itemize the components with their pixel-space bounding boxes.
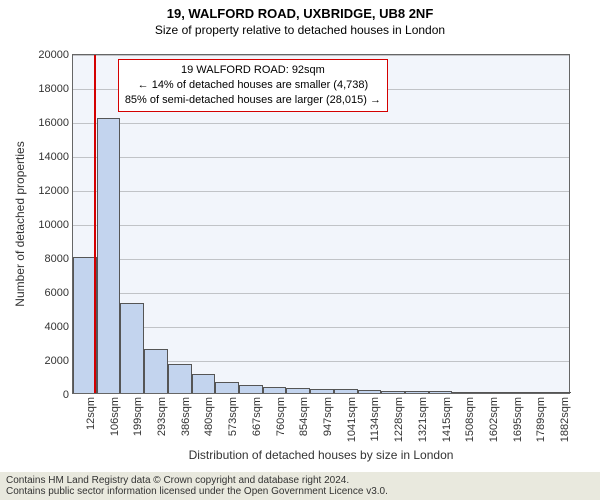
xtick-label: 1508sqm <box>464 397 476 442</box>
xtick-label: 573sqm <box>227 397 239 436</box>
xtick-label: 1789sqm <box>535 397 547 442</box>
histogram-bar <box>263 387 287 393</box>
page-subtitle: Size of property relative to detached ho… <box>0 21 600 37</box>
xtick-label: 947sqm <box>322 397 334 436</box>
xtick-label: 1228sqm <box>393 397 405 442</box>
histogram-bar <box>144 349 168 393</box>
xtick-label: 106sqm <box>109 397 121 436</box>
gridline-h <box>73 327 569 328</box>
gridline-h <box>73 55 569 56</box>
histogram-bar <box>310 389 334 393</box>
gridline-h <box>73 259 569 260</box>
gridline-h <box>73 157 569 158</box>
xtick-label: 667sqm <box>251 397 263 436</box>
gridline-h <box>73 123 569 124</box>
xtick-label: 1415sqm <box>441 397 453 442</box>
xtick-label: 386sqm <box>180 397 192 436</box>
histogram-bar <box>500 392 524 393</box>
xtick-label: 854sqm <box>298 397 310 436</box>
ytick-label: 10000 <box>38 219 73 231</box>
annotation-line: 19 WALFORD ROAD: 92sqm <box>125 63 381 78</box>
footer-line: Contains public sector information licen… <box>6 486 594 497</box>
histogram-bar <box>192 374 216 393</box>
histogram-bar <box>286 388 310 393</box>
ytick-label: 0 <box>63 389 73 401</box>
gridline-h <box>73 191 569 192</box>
histogram-bar <box>405 391 429 393</box>
page-title: 19, WALFORD ROAD, UXBRIDGE, UB8 2NF <box>0 0 600 21</box>
ytick-label: 6000 <box>45 287 73 299</box>
gridline-h <box>73 225 569 226</box>
xtick-label: 12sqm <box>85 397 97 430</box>
xtick-label: 1695sqm <box>512 397 524 442</box>
ytick-label: 8000 <box>45 253 73 265</box>
xtick-label: 293sqm <box>156 397 168 436</box>
ytick-label: 14000 <box>38 151 73 163</box>
histogram-bar <box>120 303 144 393</box>
ytick-label: 18000 <box>38 83 73 95</box>
y-axis-label: Number of detached properties <box>13 141 27 306</box>
histogram-bar <box>97 118 121 393</box>
histogram-bar <box>547 392 571 393</box>
annotation-line: 85% of semi-detached houses are larger (… <box>125 93 381 108</box>
ytick-label: 20000 <box>38 49 73 61</box>
xtick-label: 1602sqm <box>488 397 500 442</box>
histogram-bar <box>73 257 97 393</box>
histogram-bar <box>381 391 405 393</box>
histogram-plot: 0200040006000800010000120001400016000180… <box>72 54 570 394</box>
histogram-bar <box>239 385 263 393</box>
histogram-bar <box>215 382 239 393</box>
annotation-line: ← 14% of detached houses are smaller (4,… <box>125 78 381 93</box>
histogram-bar <box>429 391 453 393</box>
histogram-bar <box>524 392 548 393</box>
xtick-label: 480sqm <box>203 397 215 436</box>
histogram-bar <box>334 389 358 393</box>
x-axis-label: Distribution of detached houses by size … <box>189 448 454 462</box>
footer-line: Contains HM Land Registry data © Crown c… <box>6 475 594 486</box>
property-marker-line <box>94 55 96 393</box>
xtick-label: 1882sqm <box>559 397 571 442</box>
histogram-bar <box>358 390 382 393</box>
xtick-label: 1134sqm <box>369 397 381 441</box>
ytick-label: 4000 <box>45 321 73 333</box>
xtick-label: 760sqm <box>275 397 287 436</box>
annotation-box: 19 WALFORD ROAD: 92sqm← 14% of detached … <box>118 59 388 112</box>
gridline-h <box>73 293 569 294</box>
xtick-label: 1041sqm <box>346 397 358 442</box>
histogram-bar <box>476 392 500 393</box>
attribution-footer: Contains HM Land Registry data © Crown c… <box>0 472 600 500</box>
ytick-label: 16000 <box>38 117 73 129</box>
ytick-label: 2000 <box>45 355 73 367</box>
histogram-bar <box>452 392 476 393</box>
xtick-label: 199sqm <box>132 397 144 436</box>
xtick-label: 1321sqm <box>417 397 429 442</box>
ytick-label: 12000 <box>38 185 73 197</box>
histogram-bar <box>168 364 192 393</box>
